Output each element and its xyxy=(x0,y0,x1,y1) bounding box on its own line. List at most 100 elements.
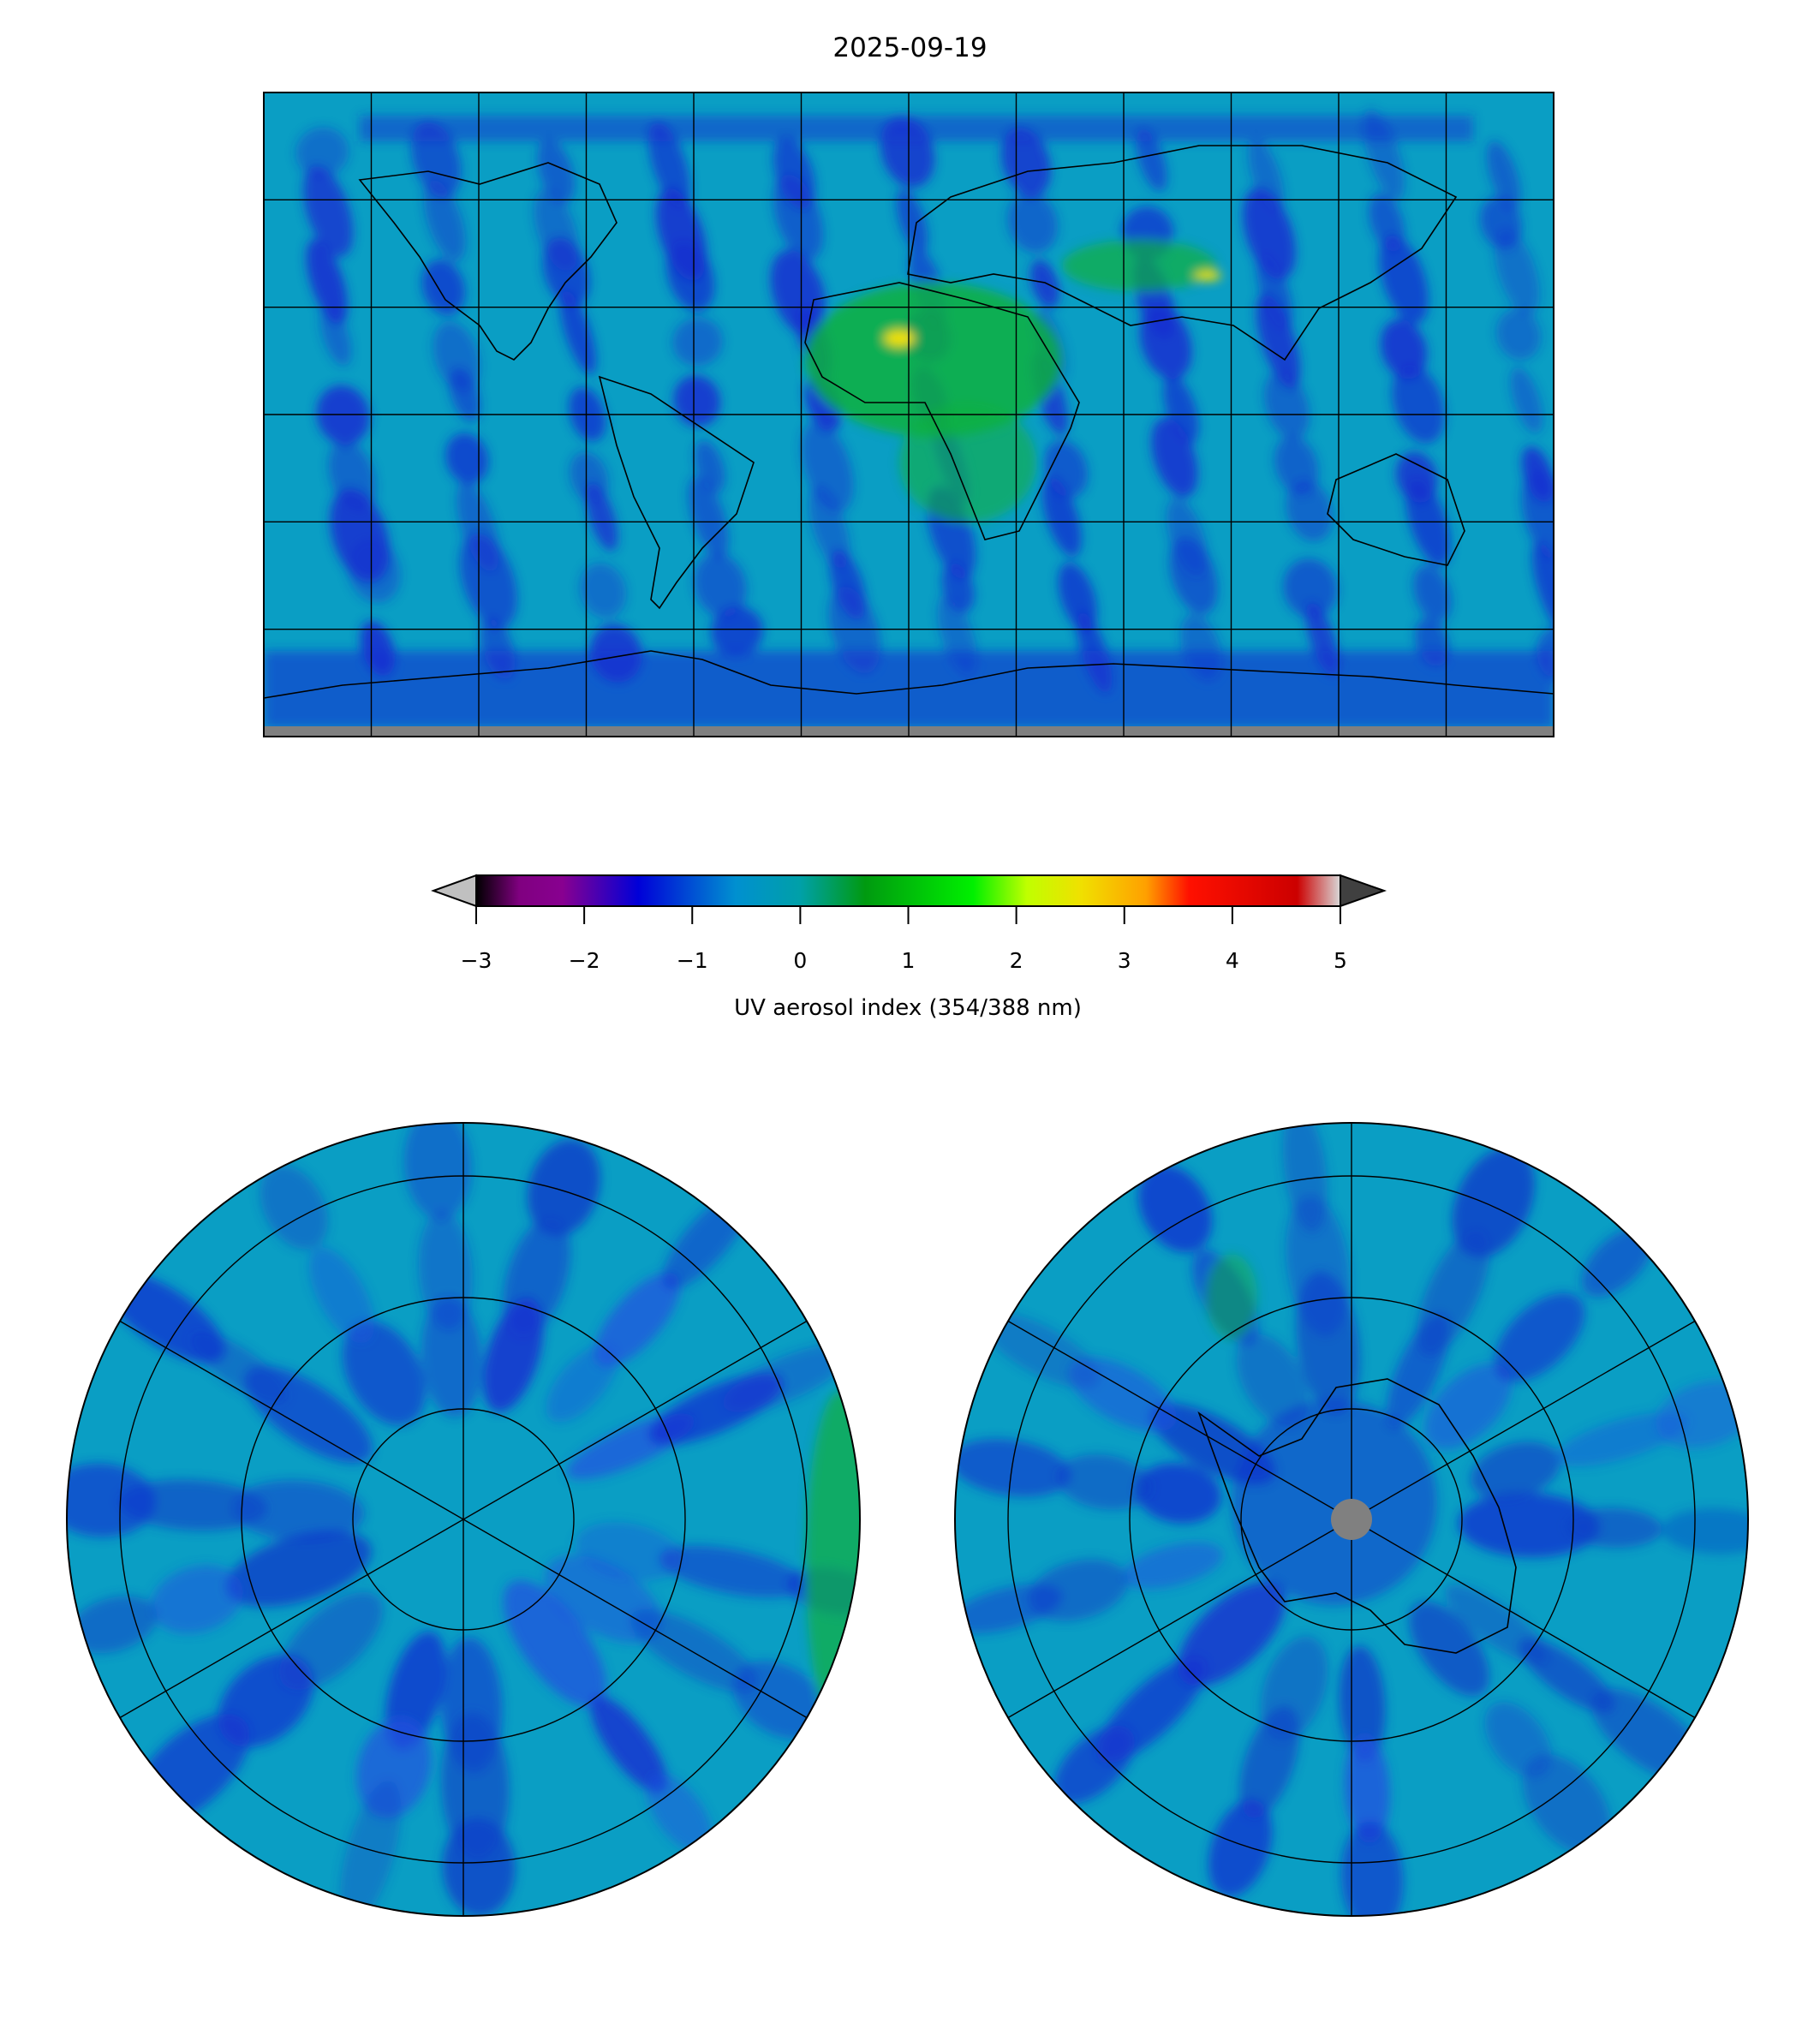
low-aerosol-swath xyxy=(1521,469,1554,564)
low-aerosol-swath xyxy=(306,239,348,325)
low-aerosol-swath xyxy=(347,537,401,603)
colorbar-ticks: −3 −2 −1 0 1 2 3 4 5 xyxy=(461,906,1347,973)
coastline-africa xyxy=(804,282,1080,540)
colorbar-under-extension xyxy=(431,874,477,908)
low-aerosol-swath xyxy=(1344,1735,1390,1843)
low-aerosol-swath xyxy=(1519,1638,1615,1713)
low-aerosol-swath xyxy=(1239,1706,1300,1818)
low-aerosol-swath xyxy=(1243,188,1296,280)
low-aerosol-swath xyxy=(1452,1147,1535,1258)
low-aerosol-swath xyxy=(1409,1601,1490,1697)
coastline-antarctica-polar xyxy=(1197,1378,1517,1654)
north-polar-aerosol-field xyxy=(67,1123,860,1916)
low-aerosol-swath xyxy=(1263,371,1310,440)
south-polar-frame xyxy=(954,1122,1749,1917)
low-aerosol-swath xyxy=(459,533,517,629)
colorbar-tick-label: 3 xyxy=(1118,948,1131,973)
colorbar-tick-label: 1 xyxy=(902,948,916,973)
low-aerosol-swath xyxy=(1662,1508,1748,1555)
low-aerosol-swath xyxy=(67,1463,156,1537)
sahara-aerosol-plume xyxy=(805,283,1062,437)
low-aerosol-swath xyxy=(1381,319,1428,379)
low-aerosol-swath xyxy=(1007,192,1059,254)
low-aerosol-swath xyxy=(1340,1821,1404,1916)
chart-title: 2025-09-19 xyxy=(832,33,988,63)
low-aerosol-swath xyxy=(320,306,351,366)
low-aerosol-swath xyxy=(1169,537,1218,615)
low-aerosol-swath xyxy=(421,1296,482,1417)
low-aerosol-swath xyxy=(732,1661,828,1740)
low-aerosol-swath xyxy=(688,476,729,558)
low-aerosol-swath xyxy=(1256,294,1301,389)
low-aerosol-swath xyxy=(1029,260,1060,308)
low-aerosol-swath xyxy=(445,433,489,485)
low-aerosol-swath xyxy=(1041,476,1082,557)
south-polar-aerosol-field xyxy=(955,1123,1748,1916)
low-aerosol-swath xyxy=(559,289,597,375)
low-aerosol-swath xyxy=(1138,1165,1213,1253)
low-aerosol-swath xyxy=(1139,305,1192,380)
low-aerosol-swath xyxy=(527,1139,600,1237)
low-aerosol-swath xyxy=(673,375,721,427)
low-aerosol-swath xyxy=(1135,1463,1221,1524)
global-aerosol-field xyxy=(264,109,1554,728)
low-aerosol-swath xyxy=(225,1531,372,1608)
low-aerosol-swath xyxy=(646,1773,713,1853)
low-aerosol-swath xyxy=(955,1584,1063,1633)
low-aerosol-swath xyxy=(1581,1226,1653,1298)
low-aerosol-swath xyxy=(590,1696,667,1793)
low-aerosol-swath xyxy=(1208,1799,1273,1897)
low-aerosol-swath xyxy=(773,174,824,260)
colorbar-gradient xyxy=(475,874,1341,907)
low-aerosol-swath xyxy=(1566,1507,1662,1549)
low-aerosol-swath xyxy=(1494,1292,1585,1382)
low-aerosol-swath xyxy=(1000,128,1051,198)
north-polar-panel xyxy=(66,1122,861,1917)
low-aerosol-swath xyxy=(672,318,723,367)
aerosol-plume xyxy=(806,1391,860,1734)
colorbar-tick-label: 0 xyxy=(793,948,807,973)
low-aerosol-swath xyxy=(1496,308,1542,361)
low-aerosol-swath xyxy=(1424,1364,1512,1450)
colorbar-tick-label: −3 xyxy=(461,948,492,973)
low-aerosol-swath xyxy=(295,127,349,178)
low-aerosol-swath xyxy=(442,1817,516,1916)
colorbar-tick-label: 5 xyxy=(1334,948,1347,973)
low-aerosol-swath xyxy=(955,1439,1071,1497)
colorbar: −3 −2 −1 0 1 2 3 4 5 UV aerosol index (354/388 n… xyxy=(431,874,1387,1021)
low-aerosol-swath xyxy=(723,1345,850,1412)
low-aerosol-swath xyxy=(231,1480,365,1542)
colorbar-tick-label: −1 xyxy=(677,948,708,973)
low-aerosol-swath xyxy=(665,240,715,312)
africa-aerosol-plume xyxy=(899,403,1036,522)
colorbar-over-extension xyxy=(1340,874,1387,908)
global-gridlines xyxy=(264,92,1554,737)
coastline-eurasia xyxy=(907,145,1458,361)
low-aerosol-swath xyxy=(1510,367,1543,433)
low-aerosol-swath xyxy=(809,486,850,569)
low-aerosol-swath xyxy=(1283,558,1338,618)
north-polar-frame xyxy=(66,1122,861,1917)
low-aerosol-swath xyxy=(503,1216,570,1338)
low-aerosol-swath xyxy=(1339,1645,1386,1763)
aerosol-plume xyxy=(1206,1254,1257,1340)
low-aerosol-swath xyxy=(69,1596,158,1654)
coastline-antarctica xyxy=(264,650,1554,699)
low-aerosol-swath xyxy=(1392,365,1445,444)
asia-aerosol-plume xyxy=(1062,240,1216,291)
low-aerosol-swath xyxy=(1286,1195,1350,1337)
arctic-low-aerosol xyxy=(360,116,1473,141)
low-aerosol-swath xyxy=(1236,1334,1309,1427)
low-aerosol-swath xyxy=(694,553,747,618)
low-aerosol-swath xyxy=(418,1211,473,1331)
low-aerosol-swath xyxy=(1379,235,1429,325)
global-map-frame xyxy=(263,92,1554,737)
global-map-panel xyxy=(263,92,1554,737)
south-polar-nodata-disk xyxy=(1331,1499,1372,1540)
low-aerosol-swath xyxy=(1522,1754,1612,1855)
meridian-line xyxy=(119,1320,808,1719)
low-aerosol-swath xyxy=(1471,1441,1560,1501)
high-aerosol-spot xyxy=(884,330,915,347)
low-aerosol-swath xyxy=(1248,138,1284,213)
